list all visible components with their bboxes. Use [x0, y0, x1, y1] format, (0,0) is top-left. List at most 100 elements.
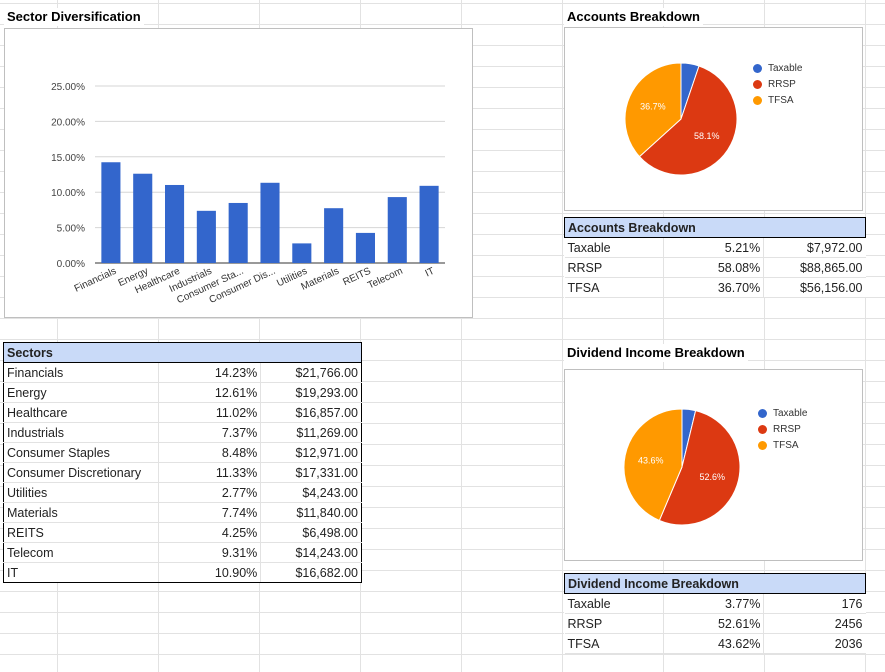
pie-slice-tfsa[interactable]: [623, 408, 683, 522]
cell-percent[interactable]: 10.90%: [158, 562, 262, 583]
cell-amount[interactable]: $19,293.00: [260, 382, 362, 403]
dividend-chart-canvas: 52.6% 43.6%: [623, 408, 741, 526]
cell-name[interactable]: RRSP: [564, 613, 664, 634]
bar[interactable]: [165, 184, 185, 263]
cell-name[interactable]: TFSA: [564, 277, 664, 298]
cell-amount[interactable]: $6,498.00: [260, 522, 362, 543]
bar[interactable]: [133, 173, 153, 263]
table-row: IT 10.90% $16,682.00: [3, 562, 362, 583]
table-row: Financials 14.23% $21,766.00: [3, 362, 362, 383]
cell-name[interactable]: Healthcare: [3, 402, 159, 423]
pie-slice-rrsp[interactable]: [658, 410, 741, 526]
sector-bar-chart[interactable]: 0.00% 5.00% 10.00% 15.00% 20.00% 25.00% Financ…: [4, 28, 473, 318]
cell-percent[interactable]: 9.31%: [158, 542, 262, 563]
cell-amount[interactable]: $12,971.00: [260, 442, 362, 463]
sectors-table-header[interactable]: Sectors: [3, 342, 362, 363]
cell-name[interactable]: Taxable: [564, 237, 664, 258]
accounts-table: Accounts Breakdown Taxable 5.21% $7,972.00…: [564, 217, 866, 298]
bar[interactable]: [324, 208, 344, 263]
pie-slice-tfsa[interactable]: [624, 62, 682, 158]
dividend-table-header[interactable]: Dividend Income Breakdown: [564, 573, 866, 594]
dividend-table: Dividend Income Breakdown Taxable 3.77% 17…: [564, 573, 866, 654]
legend-dot-icon: [753, 79, 762, 89]
cell-percent[interactable]: 11.02%: [158, 402, 262, 423]
table-row: Telecom 9.31% $14,243.00: [3, 542, 362, 563]
cell-amount[interactable]: $88,865.00: [763, 257, 866, 278]
x-tick-label: Financials: [73, 266, 118, 295]
bar[interactable]: [228, 202, 248, 263]
y-tick-label: 15.00%: [51, 153, 85, 164]
legend-label: Taxable: [768, 62, 803, 74]
cell-amount[interactable]: $4,243.00: [260, 482, 362, 503]
y-tick-label: 20.00%: [51, 117, 85, 128]
bar[interactable]: [260, 182, 280, 263]
table-row: Consumer Staples 8.48% $12,971.00: [3, 442, 362, 463]
cell-percent[interactable]: 5.21%: [663, 237, 765, 258]
cell-percent[interactable]: 52.61%: [663, 613, 765, 634]
cell-amount[interactable]: $7,972.00: [763, 237, 866, 258]
legend-item-taxable: Taxable: [753, 60, 802, 76]
cell-name[interactable]: Consumer Staples: [3, 442, 159, 463]
cell-name[interactable]: Consumer Discretionary: [3, 462, 159, 483]
table-row: Industrials 7.37% $11,269.00: [3, 422, 362, 443]
cell-amount[interactable]: $56,156.00: [763, 277, 866, 298]
x-tick-label: Telecom: [366, 266, 404, 292]
cell-name[interactable]: RRSP: [564, 257, 664, 278]
bar[interactable]: [292, 243, 312, 263]
accounts-table-header[interactable]: Accounts Breakdown: [564, 217, 866, 238]
cell-percent[interactable]: 12.61%: [158, 382, 262, 403]
cell-percent[interactable]: 7.74%: [158, 502, 262, 523]
cell-percent[interactable]: 14.23%: [158, 362, 262, 383]
sector-chart-canvas: 0.00% 5.00% 10.00% 15.00% 20.00% 25.00% Financ…: [51, 82, 445, 306]
accounts-legend: Taxable RRSP TFSA: [753, 60, 802, 108]
cell-percent[interactable]: 36.70%: [663, 277, 765, 298]
cell-name[interactable]: Industrials: [3, 422, 159, 443]
legend-item-taxable: Taxable: [758, 405, 807, 421]
legend-label: Taxable: [773, 407, 808, 419]
bar[interactable]: [196, 210, 216, 263]
cell-percent[interactable]: 4.25%: [158, 522, 262, 543]
pie-slice-rrsp[interactable]: [638, 65, 738, 176]
y-tick-label: 10.00%: [51, 188, 85, 199]
cell-amount[interactable]: $14,243.00: [260, 542, 362, 563]
bar[interactable]: [387, 197, 407, 263]
cell-name[interactable]: IT: [3, 562, 159, 583]
accounts-chart-title: Accounts Breakdown: [564, 8, 703, 26]
y-tick-label: 5.00%: [57, 224, 85, 235]
table-row: Taxable 5.21% $7,972.00: [564, 237, 866, 258]
cell-name[interactable]: Utilities: [3, 482, 159, 503]
cell-amount[interactable]: 2036: [763, 633, 866, 654]
cell-amount[interactable]: $21,766.00: [260, 362, 362, 383]
cell-name[interactable]: Telecom: [3, 542, 159, 563]
bar[interactable]: [355, 232, 375, 263]
bar[interactable]: [101, 162, 121, 263]
cell-percent[interactable]: 3.77%: [663, 593, 765, 614]
bar[interactable]: [419, 185, 439, 263]
table-row: RRSP 52.61% 2456: [564, 613, 866, 634]
cell-amount[interactable]: $17,331.00: [260, 462, 362, 483]
sectors-table: Sectors Financials 14.23% $21,766.00 Energy…: [3, 342, 362, 583]
cell-name[interactable]: Taxable: [564, 593, 664, 614]
legend-label: RRSP: [768, 78, 796, 90]
cell-amount[interactable]: $11,269.00: [260, 422, 362, 443]
cell-amount[interactable]: 2456: [763, 613, 866, 634]
cell-percent[interactable]: 8.48%: [158, 442, 262, 463]
cell-name[interactable]: TFSA: [564, 633, 664, 654]
cell-percent[interactable]: 11.33%: [158, 462, 262, 483]
cell-amount[interactable]: $11,840.00: [260, 502, 362, 523]
cell-name[interactable]: Financials: [3, 362, 159, 383]
dividend-legend: Taxable RRSP TFSA: [758, 405, 807, 453]
cell-amount[interactable]: 176: [763, 593, 866, 614]
cell-percent[interactable]: 2.77%: [158, 482, 262, 503]
cell-percent[interactable]: 58.08%: [663, 257, 765, 278]
table-row: Materials 7.74% $11,840.00: [3, 502, 362, 523]
cell-percent[interactable]: 43.62%: [663, 633, 765, 654]
cell-amount[interactable]: $16,682.00: [260, 562, 362, 583]
cell-name[interactable]: Materials: [3, 502, 159, 523]
accounts-pie-chart[interactable]: 58.1% 36.7% Taxable RRSP TFSA: [564, 27, 863, 211]
cell-name[interactable]: Energy: [3, 382, 159, 403]
cell-name[interactable]: REITS: [3, 522, 159, 543]
dividend-pie-chart[interactable]: 52.6% 43.6% Taxable RRSP TFSA: [564, 369, 863, 561]
cell-amount[interactable]: $16,857.00: [260, 402, 362, 423]
cell-percent[interactable]: 7.37%: [158, 422, 262, 443]
